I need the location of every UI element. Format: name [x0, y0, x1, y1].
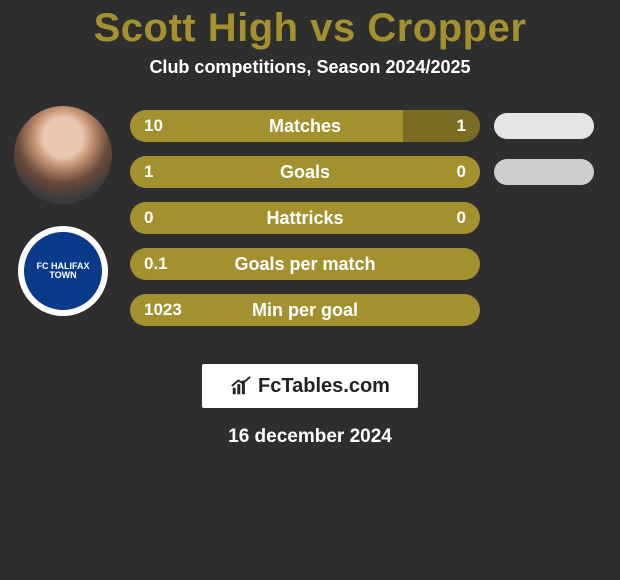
stat-row: 00Hattricks: [130, 202, 604, 234]
bar-segment-a: [130, 202, 480, 234]
subtitle: Club competitions, Season 2024/2025: [0, 57, 620, 78]
bar-segment-a: [130, 248, 480, 280]
value-a: 10: [130, 110, 177, 142]
stat-row: 0.1Goals per match: [130, 248, 604, 280]
player-a-name: Scott High: [94, 6, 299, 50]
value-b: 1: [443, 110, 480, 142]
stat-row: 101Matches: [130, 110, 604, 142]
value-a: 0: [130, 202, 167, 234]
value-a: 1: [130, 156, 167, 188]
player-b-name: Cropper: [367, 6, 526, 50]
value-a: 1023: [130, 294, 196, 326]
club-badge: FC HALIFAX TOWN: [18, 226, 108, 316]
stat-row: 1023Min per goal: [130, 294, 604, 326]
side-pill: [494, 113, 594, 139]
logo-text: FcTables.com: [258, 375, 390, 398]
value-b: 0: [443, 156, 480, 188]
side-pill: [494, 159, 594, 185]
bar-track: 10Goals: [130, 156, 480, 188]
bar-track: 101Matches: [130, 110, 480, 142]
bars-area: 101Matches10Goals00Hattricks0.1Goals per…: [130, 110, 604, 340]
fctables-logo: FcTables.com: [202, 364, 418, 408]
bar-track: 00Hattricks: [130, 202, 480, 234]
vs-word: vs: [310, 6, 356, 50]
chart-icon: [230, 375, 252, 397]
comparison-body: FC HALIFAX TOWN 101Matches10Goals00Hattr…: [0, 110, 620, 350]
page-title: Scott High vs Cropper: [0, 6, 620, 51]
club-badge-text: FC HALIFAX TOWN: [24, 262, 102, 280]
date-text: 16 december 2024: [0, 426, 620, 448]
stat-row: 10Goals: [130, 156, 604, 188]
left-column: FC HALIFAX TOWN: [8, 104, 118, 316]
bar-track: 0.1Goals per match: [130, 248, 480, 280]
value-b: 0: [443, 202, 480, 234]
value-a: 0.1: [130, 248, 182, 280]
bar-segment-a: [130, 156, 480, 188]
bar-track: 1023Min per goal: [130, 294, 480, 326]
player-avatar: [12, 104, 114, 206]
